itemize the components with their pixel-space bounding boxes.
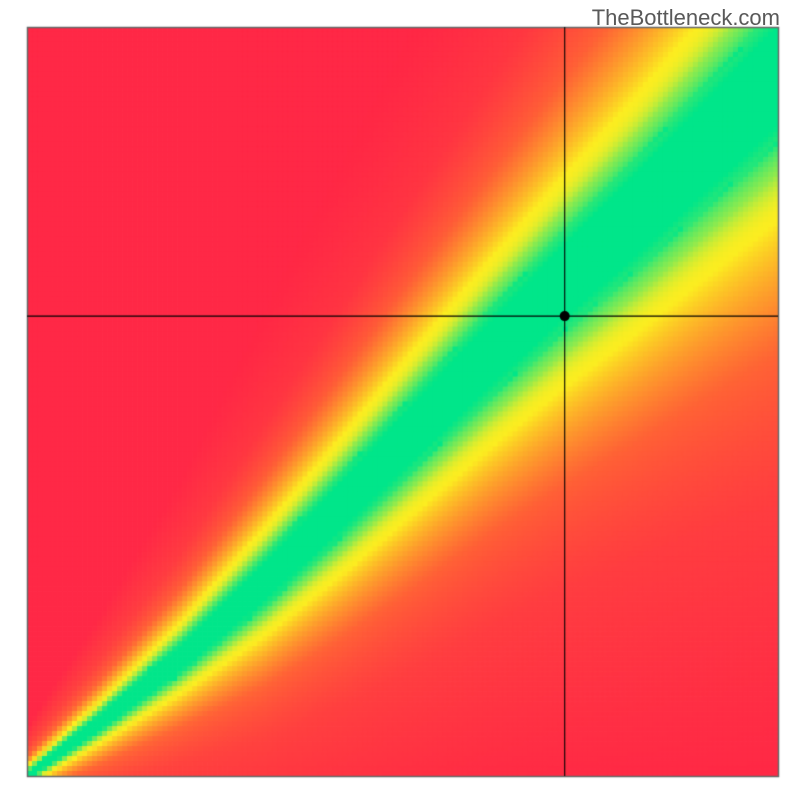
bottleneck-heatmap [0,0,800,800]
watermark-text: TheBottleneck.com [592,5,780,31]
